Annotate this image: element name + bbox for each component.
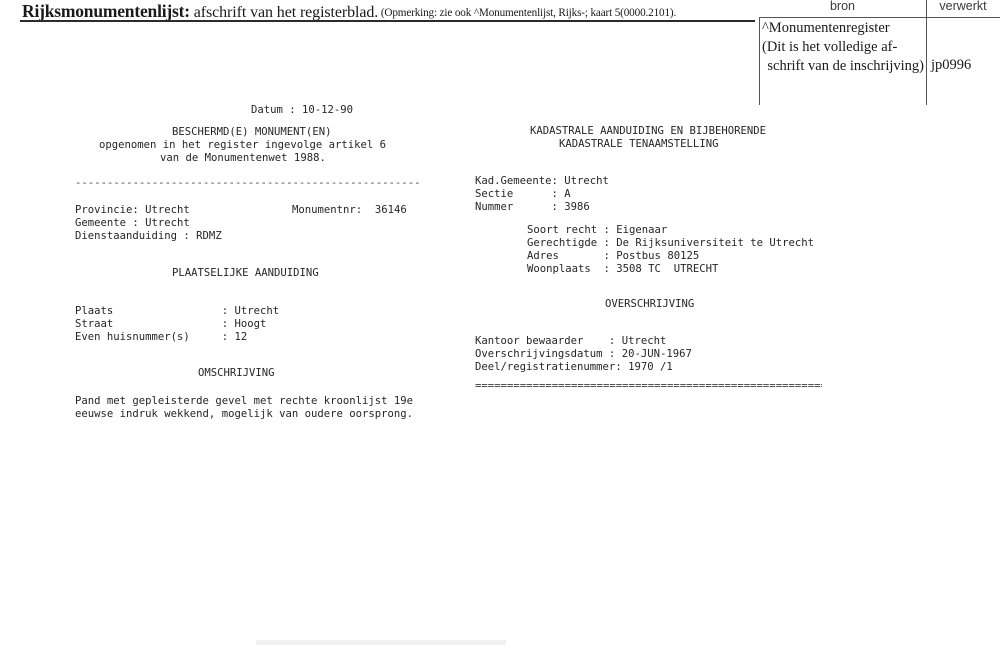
document-title-line: Rijksmonumentenlijst: afschrift van het …	[22, 1, 676, 22]
meta-cell-verwerkt: jp0996	[931, 57, 972, 73]
omschrijving-line-2: eeuwse indruk wekkend, mogelijk van oude…	[75, 408, 414, 420]
monument-heading-line-3: van de Monumentenwet 1988.	[160, 152, 326, 164]
soort-recht-line: Soort recht : Eigenaar	[527, 224, 668, 236]
deel-registratienummer-line: Deel/registratienummer: 1970 /1	[475, 361, 673, 373]
monument-heading-line-2: opgenomen in het register ingevolge arti…	[99, 139, 387, 151]
provincie-line: Provincie: Utrecht	[75, 204, 190, 216]
overschrijvingsdatum-line: Overschrijvingsdatum : 20-JUN-1967	[475, 348, 692, 360]
meta-table: bron verwerkt ^Monumentenregister (Dit i…	[759, 0, 1000, 106]
left-column-divider: ----------------------------------------…	[75, 180, 422, 186]
gerechtigde-line: Gerechtigde : De Rijksuniversiteit te Ut…	[527, 237, 815, 249]
meta-bron-line-2: (Dit is het volledige af-	[762, 39, 898, 55]
meta-bron-line-3: schrift van de inschrijving)	[767, 58, 924, 74]
meta-column-header-verwerkt: verwerkt	[939, 0, 987, 13]
plaatselijke-aanduiding-heading: PLAATSELIJKE AANDUIDING	[172, 267, 319, 279]
dienstaanduiding-line: Dienstaanduiding : RDMZ	[75, 230, 222, 242]
meta-table-column-divider	[926, 0, 927, 105]
page-title: Rijksmonumentenlijst:	[22, 1, 190, 21]
monument-heading-line-1: BESCHERMD(E) MONUMENT(EN)	[172, 126, 332, 138]
page-bottom-bar	[256, 640, 506, 645]
meta-column-header-bron: bron	[829, 0, 856, 13]
kadastrale-heading-line-2: KADASTRALE TENAAMSTELLING	[559, 138, 719, 150]
meta-table-header-row: bron verwerkt	[759, 0, 1000, 17]
gemeente-line: Gemeente : Utrecht	[75, 217, 190, 229]
right-column-divider: ========================================…	[475, 383, 822, 390]
sectie-line: Sectie : A	[475, 188, 571, 200]
document-header: Rijksmonumentenlijst: afschrift van het …	[0, 0, 1000, 22]
meta-cell-bron: ^Monumentenregister (Dit is het volledig…	[762, 19, 924, 76]
omschrijving-heading: OMSCHRIJVING	[198, 367, 275, 379]
huisnummer-line: Even huisnummer(s) : 12	[75, 331, 248, 343]
meta-table-header-divider	[759, 17, 1000, 18]
page-subtitle: afschrift van het registerblad.	[189, 4, 379, 21]
datum-line: Datum : 10-12-90	[251, 104, 354, 116]
kadastrale-heading-line-1: KADASTRALE AANDUIDING EN BIJBEHORENDE	[530, 125, 766, 137]
title-divider	[20, 20, 755, 22]
adres-line: Adres : Postbus 80125	[527, 250, 700, 262]
straat-line: Straat : Hoogt	[75, 318, 267, 330]
nummer-line: Nummer : 3986	[475, 201, 590, 213]
meta-table-left-border	[759, 17, 760, 105]
woonplaats-line: Woonplaats : 3508 TC UTRECHT	[527, 263, 719, 275]
meta-bron-line-1: ^Monumentenregister	[762, 20, 890, 36]
kad-gemeente-line: Kad.Gemeente: Utrecht	[475, 175, 609, 187]
kantoor-bewaarder-line: Kantoor bewaarder : Utrecht	[475, 335, 667, 347]
omschrijving-line-1: Pand met gepleisterde gevel met rechte k…	[75, 395, 414, 407]
page-title-note: (Opmerking: zie ook ^Monumentenlijst, Ri…	[378, 7, 677, 19]
overschrijving-heading: OVERSCHRIJVING	[605, 298, 695, 310]
plaats-line: Plaats : Utrecht	[75, 305, 280, 317]
monumentnr-line: Monumentnr: 36146	[292, 204, 407, 216]
